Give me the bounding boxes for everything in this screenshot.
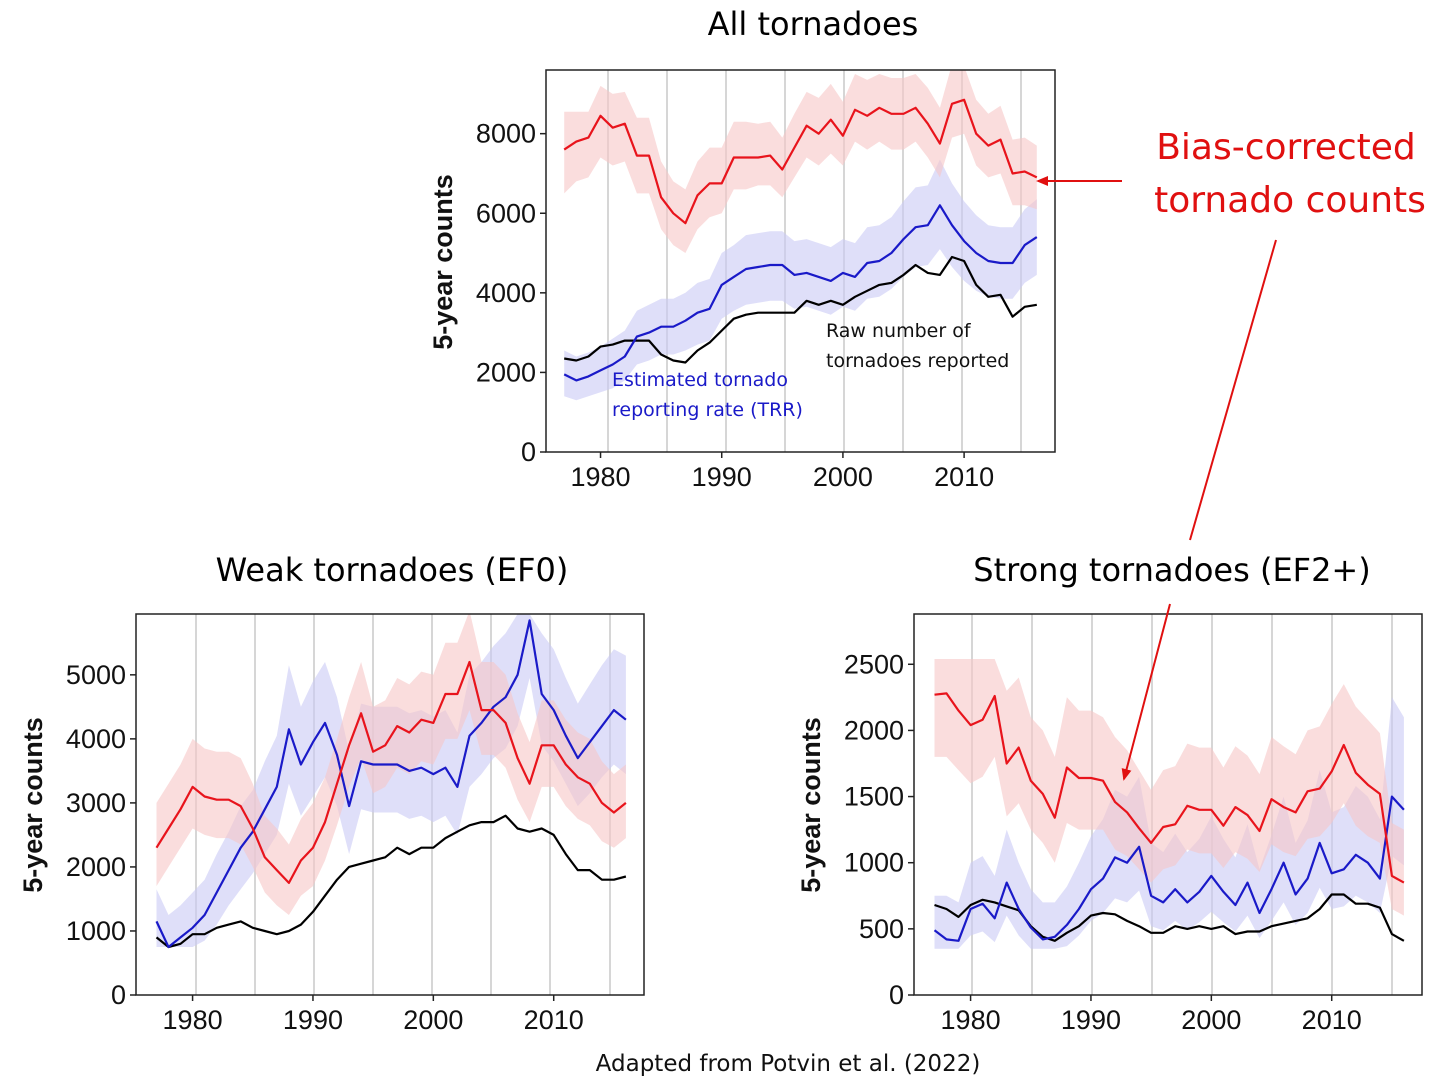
callout-arrow-strong	[1121, 603, 1171, 781]
x-tick-label: 1990	[283, 1005, 343, 1035]
y-tick-label: 5000	[66, 660, 126, 690]
raw-line	[155, 814, 627, 949]
chart-strong-tornadoes: 0 500 1000 1500 2000 2500 1980 1990 2000 2010	[844, 613, 1423, 1035]
x-tick-label: 2010	[524, 1005, 584, 1035]
y-tick-label: 4000	[476, 278, 536, 308]
x-tick-label: 1990	[692, 462, 752, 492]
y-tick-label: 0	[111, 980, 126, 1010]
x-tick-label: 2000	[1181, 1005, 1241, 1035]
trr-uncertainty-band	[564, 159, 1037, 401]
annotation-raw-line1: Raw number of	[826, 320, 972, 342]
callout-bias-corrected-line2: tornado counts	[1154, 180, 1426, 221]
annotation-raw-line2: tornadoes reported	[826, 350, 1009, 372]
y-tick-label: 3000	[66, 788, 126, 818]
y-tick-label: 8000	[476, 119, 536, 149]
annotation-trr-line2: reporting rate (TRR)	[612, 399, 803, 421]
x-tick-label: 2010	[1302, 1005, 1362, 1035]
y-axis-label-weak: 5-year counts	[18, 717, 48, 893]
y-axis-label-all: 5-year counts	[428, 174, 458, 350]
y-tick-label: 2000	[476, 357, 536, 387]
y-tick-label: 6000	[476, 198, 536, 228]
source-credit: Adapted from Potvin et al. (2022)	[596, 1051, 981, 1077]
trr-line	[155, 619, 627, 949]
y-tick-label: 1500	[844, 782, 904, 812]
x-tick-label: 1980	[163, 1005, 223, 1035]
chart-weak-tornadoes: 0 1000 2000 3000 4000 5000 1980 1990 2000 2010	[66, 613, 645, 1035]
raw-line	[564, 255, 1037, 364]
y-tick-label: 4000	[66, 724, 126, 754]
bias-corrected-uncertainty-band	[934, 659, 1404, 916]
y-axis-label-strong: 5-year counts	[796, 717, 826, 893]
y-tick-label: 500	[859, 914, 904, 944]
y-tick-label: 1000	[66, 916, 126, 946]
x-tick-label: 2000	[813, 462, 873, 492]
x-tick-label: 1990	[1061, 1005, 1121, 1035]
plot-frame	[135, 613, 645, 996]
chart-title-weak: Weak tornadoes (EF0)	[216, 551, 569, 589]
y-tick-label: 0	[889, 980, 904, 1010]
chart-title-strong: Strong tornadoes (EF2+)	[973, 551, 1370, 589]
trr-uncertainty-band	[934, 697, 1404, 949]
x-tick-label: 2010	[934, 462, 994, 492]
x-tick-label: 1980	[941, 1005, 1001, 1035]
y-tick-label: 2000	[66, 852, 126, 882]
bias-corrected-line	[155, 660, 627, 885]
trr-line	[563, 204, 1038, 382]
bias-corrected-line	[934, 692, 1405, 884]
raw-line	[934, 893, 1405, 942]
x-tick-label: 2000	[403, 1005, 463, 1035]
chart-title-all: All tornadoes	[708, 5, 919, 43]
trr-line	[933, 795, 1405, 942]
y-tick-label: 1000	[844, 848, 904, 878]
callout-connector	[1189, 239, 1277, 541]
y-tick-label: 2000	[844, 715, 904, 745]
chart-all-tornadoes: 0 2000 4000 6000 8000 1980 1990 2000 2010	[476, 69, 1056, 492]
callout-bias-corrected-line1: Bias-corrected	[1156, 127, 1416, 168]
y-tick-label: 2500	[844, 649, 904, 679]
x-tick-label: 1980	[570, 462, 630, 492]
y-tick-label: 0	[521, 437, 536, 467]
bias-corrected-uncertainty-band	[564, 70, 1037, 253]
annotation-trr-line1: Estimated tornado	[612, 369, 788, 391]
plot-frame	[545, 69, 1056, 453]
bias-corrected-line	[563, 98, 1038, 225]
